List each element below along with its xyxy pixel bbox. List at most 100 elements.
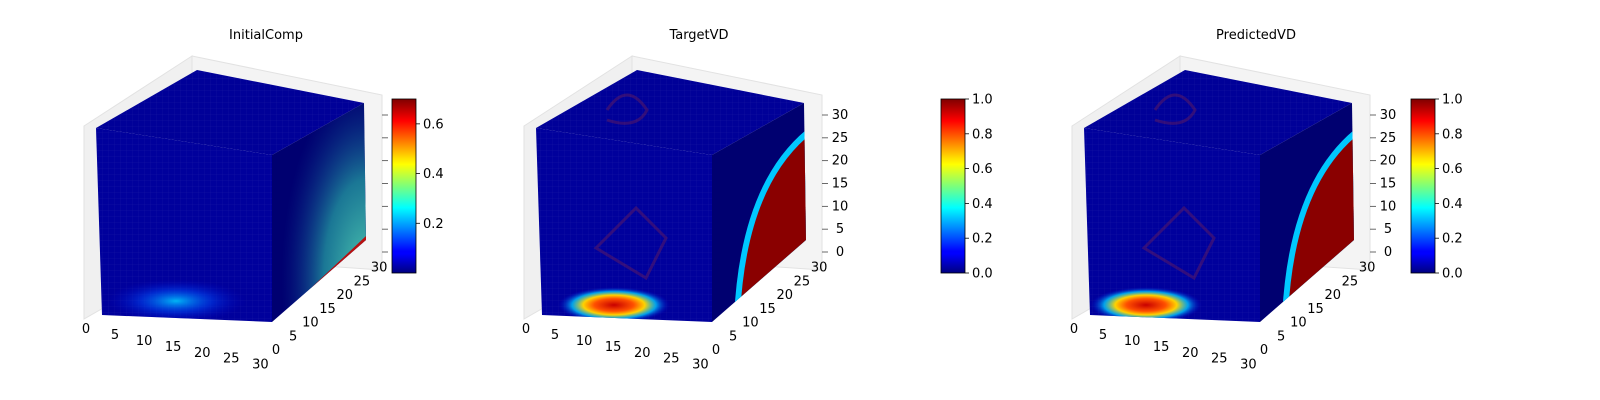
z-tick-label: 10: [832, 199, 849, 214]
z-tick-label: 20: [1380, 154, 1397, 169]
z-tick-label: 30: [1380, 108, 1397, 123]
x-tick-label: 15: [165, 340, 182, 355]
colorbar-tick-label: 0.2: [972, 232, 993, 247]
z-tick-label: 0: [836, 245, 844, 260]
y-tick-label: 0: [1260, 343, 1268, 358]
z-tick-label: 5: [836, 222, 844, 237]
z-tick-label: 0: [1384, 245, 1392, 260]
cube-top-grid: [1084, 70, 1352, 155]
y-tick-label: 10: [302, 316, 319, 331]
colorbar-tick-label: 0.6: [972, 162, 993, 177]
z-tick-label: 10: [1380, 199, 1397, 214]
colorbar-predictedvd: 0.0 0.2 0.4 0.6 0.8 1.0: [1410, 93, 1463, 282]
y-tick-label: 15: [1307, 302, 1324, 317]
z-tick-label: 30: [832, 108, 849, 123]
cube-top-grid: [96, 70, 364, 155]
y-tick-label: 20: [776, 288, 793, 303]
colorbar-tick-label: 0.4: [1442, 197, 1463, 212]
panel-title-predictedvd: PredictedVD: [1216, 28, 1296, 43]
cube-front-grid: [536, 128, 712, 322]
field-feature-front: [1090, 287, 1202, 322]
z-tick-label: 15: [832, 177, 849, 192]
colorbar-tick-label: 0.4: [972, 197, 993, 212]
y-tick-label: 10: [1290, 316, 1307, 331]
x-tick-label: 25: [663, 352, 680, 367]
colorbar-tick-label: 0.2: [423, 217, 444, 232]
x-tick-label: 0: [1070, 322, 1078, 337]
field-feature-front: [558, 287, 670, 322]
y-tick-label: 0: [272, 343, 280, 358]
colorbar-initialcomp: 0.2 0.4 0.6: [391, 98, 444, 274]
z-tick-label: 25: [832, 131, 849, 146]
y-tick-label: 30: [811, 261, 828, 276]
x-tick-label: 10: [576, 334, 593, 349]
field-outline-top: [1153, 93, 1197, 125]
field-feature-side: [740, 138, 806, 316]
y-tick-label: 25: [1342, 274, 1359, 289]
y-tick-label: 25: [794, 274, 811, 289]
y-tick-label: 20: [336, 288, 353, 303]
y-tick-label: 20: [1324, 288, 1341, 303]
colorbar-tick-label: 0.6: [423, 117, 444, 132]
x-tick-label: 30: [1240, 358, 1257, 373]
field-outline: [593, 205, 668, 281]
y-tick-label: 25: [354, 274, 371, 289]
y-tick-label: 5: [289, 329, 297, 344]
y-tick-label: 5: [729, 329, 737, 344]
x-tick-label: 15: [605, 340, 622, 355]
x-tick-label: 10: [1124, 334, 1141, 349]
panel-title-targetvd: TargetVD: [668, 28, 728, 43]
colorbar-targetvd: 0.0 0.2 0.4 0.6 0.8 1.0: [940, 93, 993, 282]
field-outline: [1141, 205, 1216, 281]
cube-front-grid: [1084, 128, 1260, 322]
y-tick-label: 30: [371, 261, 388, 276]
z-tick-label: 15: [1380, 177, 1397, 192]
panel-title-initialcomp: InitialComp: [229, 28, 303, 43]
z-tick-label: 20: [832, 154, 849, 169]
x-tick-label: 5: [111, 328, 119, 343]
x-tick-label: 0: [82, 322, 90, 337]
colorbar-gradient: [940, 98, 966, 274]
y-tick-label: 0: [712, 343, 720, 358]
z-tick-label: 25: [1380, 131, 1397, 146]
field-feature-side: [1288, 138, 1354, 316]
colorbar-gradient: [1410, 98, 1436, 274]
y-tick-label: 15: [759, 302, 776, 317]
x-tick-label: 30: [692, 358, 709, 373]
colorbar-tick-label: 0.0: [972, 267, 993, 282]
z-tick-label: 5: [1384, 222, 1392, 237]
x-tick-label: 5: [551, 328, 559, 343]
field-feature-front: [106, 279, 246, 322]
colorbar-tick-label: 0.8: [1442, 127, 1463, 142]
cube-top-grid: [536, 70, 804, 155]
colorbar-tick-label: 0.4: [423, 167, 444, 182]
field-feature-side: [272, 103, 366, 322]
y-tick-label: 10: [742, 316, 759, 331]
colorbar-tick-label: 0.2: [1442, 232, 1463, 247]
x-tick-label: 30: [252, 358, 269, 373]
colorbar-tick-label: 0.0: [1442, 267, 1463, 282]
x-tick-label: 20: [194, 346, 211, 361]
y-tick-label: 5: [1277, 329, 1285, 344]
x-tick-label: 20: [634, 346, 651, 361]
colorbar-tick-label: 0.6: [1442, 162, 1463, 177]
colorbar-tick-label: 0.8: [972, 127, 993, 142]
colorbar-tick-label: 1.0: [972, 93, 993, 108]
x-tick-label: 0: [522, 322, 530, 337]
y-tick-label: 30: [1359, 261, 1376, 276]
cube-front-grid: [96, 128, 272, 322]
field-feature-strip: [311, 236, 366, 288]
x-tick-label: 15: [1153, 340, 1170, 355]
colorbar-tick-label: 1.0: [1442, 93, 1463, 108]
colorbar-gradient: [391, 98, 417, 274]
x-tick-label: 20: [1182, 346, 1199, 361]
x-tick-label: 25: [1211, 352, 1228, 367]
field-outline-top: [605, 93, 649, 125]
x-tick-label: 10: [136, 334, 153, 349]
x-tick-label: 5: [1099, 328, 1107, 343]
x-tick-label: 25: [223, 352, 240, 367]
